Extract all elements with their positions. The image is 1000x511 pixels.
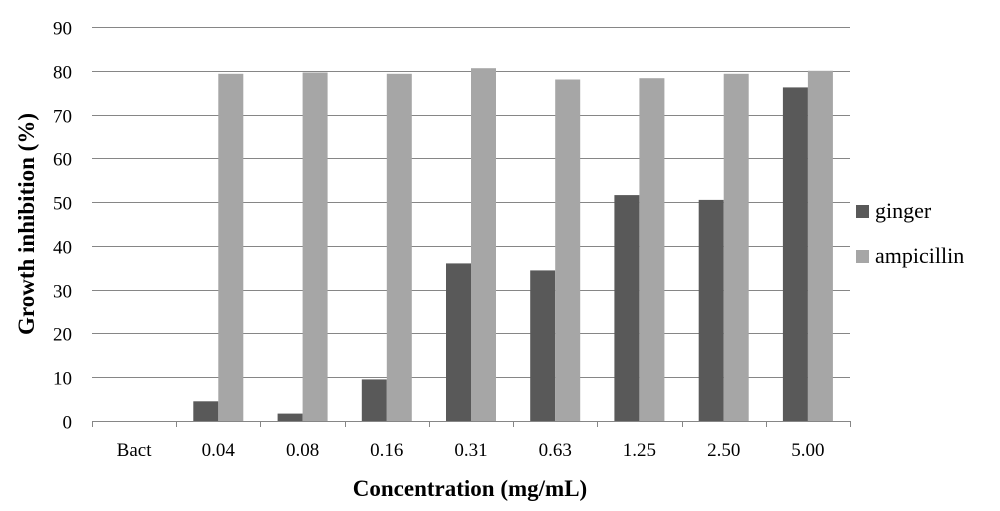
legend: ginger ampicillin: [856, 198, 964, 268]
x-axis-tick-labels: Bact 0.04 0.08 0.16 0.31 0.63 1.25 2.50 5.00: [117, 440, 825, 461]
y-tick-label: 30: [53, 282, 72, 303]
bar-ampicillin-5.00: [807, 70, 833, 422]
y-axis-title: Growth inhibition (%): [14, 113, 39, 335]
bar-ginger-2.50: [698, 199, 724, 421]
x-tick-label: Bact: [117, 440, 153, 461]
bar-ampicillin-0.31: [471, 68, 496, 421]
y-tick-label: 70: [53, 107, 72, 128]
y-tick-label: 10: [53, 369, 72, 390]
y-tick-label: 90: [53, 19, 72, 40]
y-tick-label: 60: [53, 150, 72, 171]
x-tick-label: 0.63: [539, 440, 572, 461]
y-axis-tick-labels: 0 10 20 30 40 50 60 70 80 90: [53, 19, 72, 434]
bar-ampicillin-0.04: [218, 73, 244, 422]
y-tick-label: 50: [53, 194, 72, 215]
bar-ginger-1.25: [614, 195, 640, 421]
legend-swatch-ampicillin: [856, 250, 869, 263]
bar-ginger-0.31: [446, 263, 471, 421]
legend-swatch-ginger: [856, 205, 869, 218]
bar-ampicillin-2.50: [723, 73, 749, 422]
bar-ampicillin-0.08: [302, 72, 328, 421]
bars: [193, 68, 833, 422]
y-tick-label: 80: [53, 63, 72, 84]
bar-ginger-0.16: [361, 379, 387, 421]
bar-ginger-0.63: [530, 270, 556, 421]
x-axis: [92, 421, 851, 427]
legend-label-ginger: ginger: [875, 198, 932, 223]
x-tick-label: 5.00: [791, 440, 824, 461]
x-tick-label: 0.04: [202, 440, 236, 461]
x-tick-label: 0.16: [370, 440, 403, 461]
bar-ginger-0.04: [193, 401, 219, 421]
bar-ginger-5.00: [782, 87, 808, 422]
bar-ginger-0.08: [277, 413, 303, 421]
x-tick-label: 0.08: [286, 440, 319, 461]
y-tick-label: 20: [53, 325, 72, 346]
x-axis-title: Concentration (mg/mL): [353, 476, 587, 501]
bar-ampicillin-1.25: [639, 78, 665, 421]
x-tick-label: 1.25: [623, 440, 656, 461]
legend-label-ampicillin: ampicillin: [875, 243, 964, 268]
x-tick-label: 0.31: [454, 440, 487, 461]
bar-ampicillin-0.16: [386, 73, 412, 422]
bar-ampicillin-0.63: [555, 79, 581, 421]
x-tick-label: 2.50: [707, 440, 740, 461]
y-tick-label: 40: [53, 238, 72, 259]
y-tick-label: 0: [63, 413, 73, 434]
